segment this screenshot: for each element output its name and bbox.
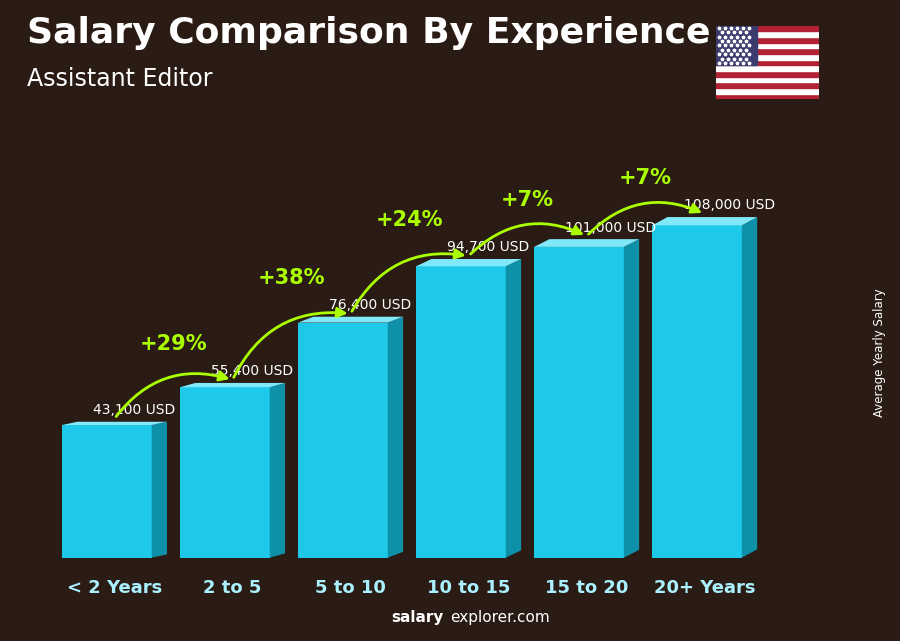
Polygon shape xyxy=(534,247,624,558)
Polygon shape xyxy=(716,60,819,65)
Polygon shape xyxy=(716,82,819,88)
Polygon shape xyxy=(416,259,521,266)
Text: 15 to 20: 15 to 20 xyxy=(544,579,628,597)
Polygon shape xyxy=(716,43,819,48)
Text: 5 to 10: 5 to 10 xyxy=(315,579,386,597)
Polygon shape xyxy=(716,26,757,65)
Text: 10 to 15: 10 to 15 xyxy=(427,579,510,597)
Text: explorer.com: explorer.com xyxy=(450,610,550,625)
Polygon shape xyxy=(742,217,757,558)
Polygon shape xyxy=(716,54,819,60)
Polygon shape xyxy=(388,317,403,558)
Polygon shape xyxy=(652,226,742,558)
Polygon shape xyxy=(716,48,819,54)
Text: 76,400 USD: 76,400 USD xyxy=(329,298,411,312)
Text: salary: salary xyxy=(392,610,444,625)
Polygon shape xyxy=(716,31,819,37)
Polygon shape xyxy=(716,65,819,71)
Polygon shape xyxy=(652,217,757,226)
Polygon shape xyxy=(534,239,639,247)
Text: 55,400 USD: 55,400 USD xyxy=(212,364,293,378)
Text: Average Yearly Salary: Average Yearly Salary xyxy=(874,288,886,417)
Polygon shape xyxy=(716,26,819,31)
Text: 2 to 5: 2 to 5 xyxy=(203,579,262,597)
Polygon shape xyxy=(716,71,819,77)
Polygon shape xyxy=(298,322,388,558)
Text: +24%: +24% xyxy=(376,210,444,230)
Polygon shape xyxy=(624,239,639,558)
Text: +29%: +29% xyxy=(140,334,207,354)
Polygon shape xyxy=(716,77,819,82)
Text: +7%: +7% xyxy=(501,190,554,210)
Text: 101,000 USD: 101,000 USD xyxy=(565,221,657,235)
Polygon shape xyxy=(62,422,167,425)
Text: +38%: +38% xyxy=(257,268,325,288)
Polygon shape xyxy=(180,387,270,558)
Polygon shape xyxy=(298,317,403,322)
Text: 43,100 USD: 43,100 USD xyxy=(94,403,176,417)
Polygon shape xyxy=(716,37,819,43)
Text: +7%: +7% xyxy=(619,168,672,188)
Text: < 2 Years: < 2 Years xyxy=(67,579,162,597)
Polygon shape xyxy=(180,383,285,387)
Polygon shape xyxy=(716,94,819,99)
Polygon shape xyxy=(416,266,506,558)
Polygon shape xyxy=(62,425,152,558)
Polygon shape xyxy=(506,259,521,558)
Text: Salary Comparison By Experience: Salary Comparison By Experience xyxy=(27,16,710,50)
Text: Assistant Editor: Assistant Editor xyxy=(27,67,212,91)
Text: 108,000 USD: 108,000 USD xyxy=(683,199,775,212)
Polygon shape xyxy=(270,383,285,558)
Polygon shape xyxy=(716,88,819,94)
Polygon shape xyxy=(152,422,167,558)
Text: 94,700 USD: 94,700 USD xyxy=(447,240,530,254)
Text: 20+ Years: 20+ Years xyxy=(654,579,755,597)
